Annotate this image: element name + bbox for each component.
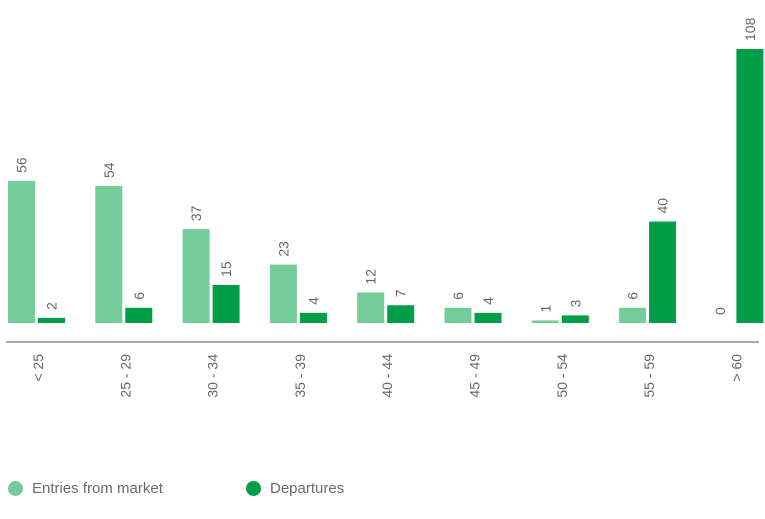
data-label-departures: 108 (742, 17, 758, 41)
bar-departures (474, 312, 502, 323)
bar-departures (387, 305, 415, 323)
legend-item-departures: Departures (246, 480, 344, 497)
bar-departures (125, 307, 153, 323)
data-label-departures: 15 (218, 261, 234, 277)
data-label-departures: 4 (305, 297, 321, 305)
bar-entries (269, 264, 297, 323)
data-label-entries: 6 (450, 292, 466, 300)
data-label-entries: 54 (101, 162, 117, 178)
data-label-departures: 3 (567, 299, 583, 307)
data-label-entries: 6 (625, 292, 641, 300)
x-tick-label: 35 - 39 (292, 354, 308, 398)
bar-departures (38, 317, 65, 323)
data-label-departures: 40 (655, 198, 671, 214)
legend: Entries from market Departures (0, 480, 765, 504)
bar-entries (182, 229, 210, 323)
x-tick-label: < 25 (30, 354, 46, 382)
data-label-entries: 1 (537, 304, 553, 312)
bar-entries (619, 307, 647, 323)
data-label-entries: 0 (712, 307, 728, 315)
legend-swatch-departures (246, 481, 261, 496)
x-tick-label: 50 - 54 (554, 354, 570, 398)
data-label-entries: 37 (188, 205, 204, 221)
data-label-departures: 2 (44, 302, 60, 310)
bar-departures (212, 284, 240, 323)
data-label-departures: 6 (131, 292, 147, 300)
bar-departures (649, 221, 677, 323)
x-tick-label: 45 - 49 (467, 354, 483, 398)
x-tick-label: 25 - 29 (117, 354, 133, 398)
data-label-entries: 23 (275, 241, 291, 257)
bar-departures (299, 312, 327, 323)
x-tick-label: 30 - 34 (205, 354, 221, 398)
legend-swatch-entries (8, 481, 23, 496)
bar-entries (531, 320, 559, 323)
data-label-departures: 7 (393, 289, 409, 297)
bar-entries (8, 180, 35, 323)
legend-item-entries: Entries from market (8, 480, 163, 497)
data-label-entries: 56 (14, 157, 30, 173)
x-tick-label: > 60 (728, 354, 744, 382)
bar-entries (444, 307, 472, 323)
bar-departures (561, 315, 589, 323)
bar-entries (95, 186, 123, 323)
data-label-departures: 4 (480, 297, 496, 305)
x-tick-label: 55 - 59 (641, 354, 657, 398)
data-label-entries: 12 (363, 269, 379, 285)
bar-entries (357, 292, 385, 323)
legend-label-departures: Departures (270, 480, 345, 497)
bar-departures (736, 49, 764, 323)
x-tick-label: 40 - 44 (379, 354, 395, 398)
legend-label-entries: Entries from market (32, 480, 163, 497)
